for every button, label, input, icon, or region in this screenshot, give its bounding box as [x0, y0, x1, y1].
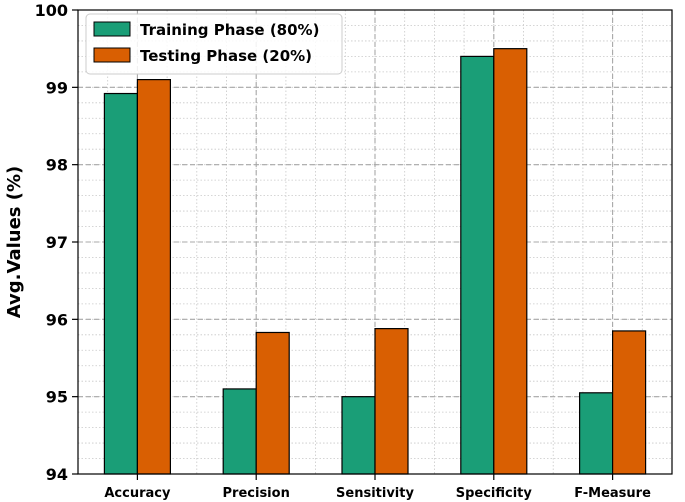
y-tick-label: 96 — [46, 310, 68, 329]
x-tick-label-f-measure: F-Measure — [574, 486, 651, 501]
bar-testing-precision — [255, 331, 290, 475]
y-tick-label: 95 — [46, 388, 68, 407]
x-tick-label-precision: Precision — [223, 486, 290, 501]
y-axis-label: Avg.Values (%) — [4, 166, 25, 319]
bars — [103, 48, 647, 475]
bar-testing-specificity — [493, 48, 528, 475]
legend-box — [85, 13, 343, 75]
legend-swatch-testing — [93, 47, 131, 63]
y-tick-label: 100 — [35, 1, 68, 20]
bar-training-accuracy — [103, 92, 139, 475]
legend-swatch-training — [93, 21, 131, 37]
legend-label-testing: Testing Phase (20%) — [140, 47, 312, 65]
x-tick-label-specificity: Specificity — [456, 486, 533, 501]
bar-training-specificity — [460, 55, 495, 475]
bar-testing-accuracy — [136, 78, 171, 475]
bar-testing-sensitivity — [374, 328, 409, 475]
bar-testing-f-measure — [611, 330, 647, 475]
bar-training-f-measure — [578, 392, 614, 475]
bar-training-sensitivity — [341, 396, 376, 475]
y-axis-ticks: 94 95 96 97 98 99 100 — [35, 1, 78, 484]
bar-training-precision — [222, 388, 257, 475]
legend: Training Phase (80%) Testing Phase (20%) — [85, 13, 343, 75]
x-axis-ticks: Accuracy Precision Sensitivity Specificity F… — [104, 474, 651, 501]
x-tick-label-sensitivity: Sensitivity — [336, 486, 414, 501]
x-tick-label-accuracy: Accuracy — [104, 486, 171, 501]
y-tick-label: 99 — [46, 78, 68, 97]
y-tick-label: 98 — [46, 156, 68, 175]
legend-label-training: Training Phase (80%) — [140, 21, 319, 39]
y-tick-label: 94 — [46, 465, 68, 484]
y-tick-label: 97 — [46, 233, 68, 252]
